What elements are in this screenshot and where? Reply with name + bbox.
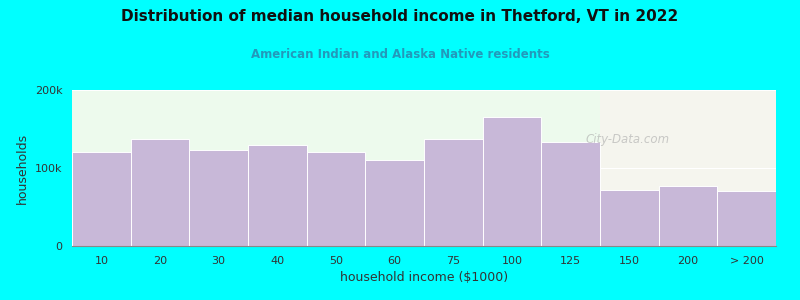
Bar [718, 191, 776, 246]
Text: American Indian and Alaska Native residents: American Indian and Alaska Native reside… [250, 48, 550, 61]
Bar [600, 90, 776, 246]
Bar [72, 90, 600, 246]
Bar [366, 160, 424, 246]
Bar [190, 150, 248, 246]
Y-axis label: households: households [16, 132, 29, 204]
Bar [306, 152, 366, 246]
Bar [482, 117, 542, 246]
Bar [600, 190, 658, 246]
X-axis label: household income ($1000): household income ($1000) [340, 271, 508, 284]
Bar [248, 145, 306, 246]
Bar [424, 139, 482, 246]
Bar [130, 139, 190, 246]
Bar [658, 186, 718, 246]
Bar [542, 142, 600, 246]
Bar [72, 152, 130, 246]
Text: City-Data.com: City-Data.com [586, 134, 670, 146]
Text: Distribution of median household income in Thetford, VT in 2022: Distribution of median household income … [122, 9, 678, 24]
